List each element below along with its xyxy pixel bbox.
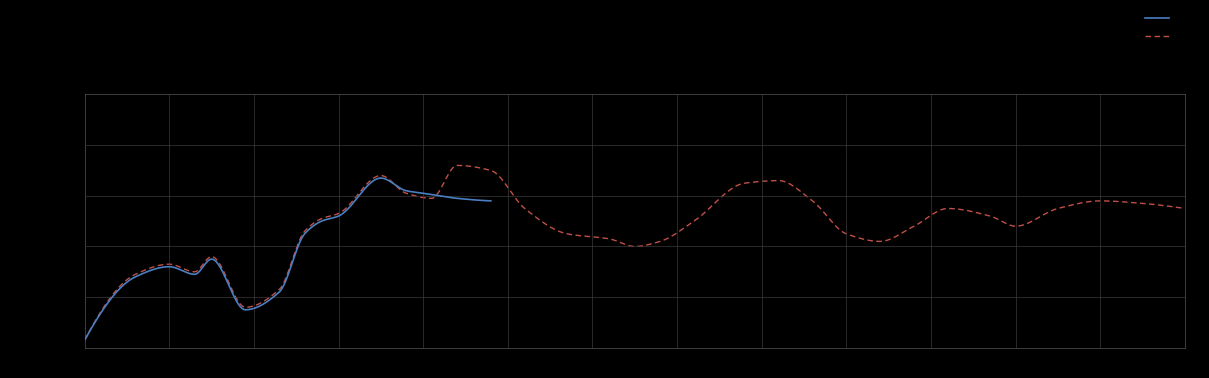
Legend: , : , <box>1143 11 1180 44</box>
